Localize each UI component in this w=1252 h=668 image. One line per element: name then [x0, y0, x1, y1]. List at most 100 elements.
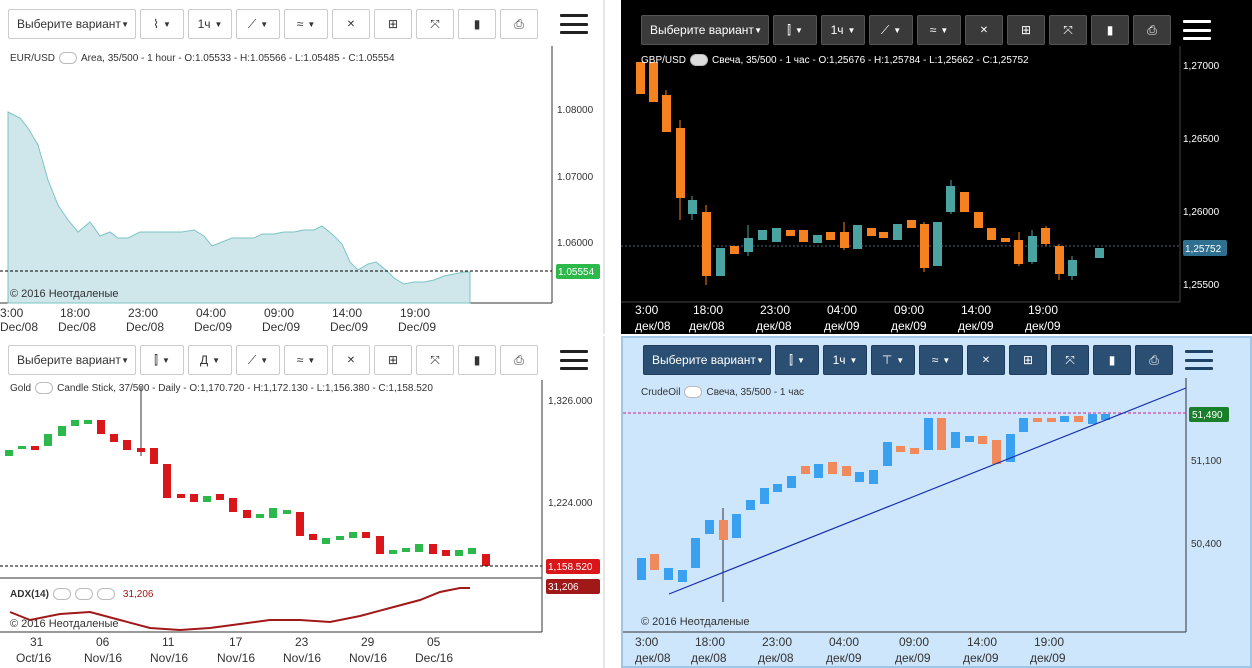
clear-all-button[interactable]: ✕	[965, 15, 1003, 45]
svg-text:31,206: 31,206	[548, 582, 579, 593]
svg-text:1.05554: 1.05554	[558, 267, 595, 278]
draw-line-button[interactable]: ⟋ ▼	[236, 345, 280, 375]
caret-down-icon: ▼	[756, 355, 764, 365]
clear-all-icon: ✕	[346, 18, 356, 30]
svg-text:11: 11	[162, 635, 175, 649]
area-series	[7, 111, 471, 304]
svg-text:1.07000: 1.07000	[557, 172, 594, 183]
interval-button[interactable]: 1ч ▼	[823, 345, 867, 375]
candles	[5, 386, 490, 566]
chart-type-icon: ⌇	[153, 17, 159, 31]
svg-text:19:00: 19:00	[1028, 303, 1058, 317]
print-button[interactable]: ⎙	[1135, 345, 1173, 375]
variant-select[interactable]: Выберите вариант ▼	[8, 345, 136, 375]
indicator-button[interactable]: ≈ ▼	[284, 9, 328, 39]
chart-type-button[interactable]: ⫿ ▼	[773, 15, 817, 45]
visibility-toggle[interactable]	[690, 54, 709, 66]
print-icon: ⎙	[514, 16, 524, 31]
chart-title: CrudeOil Свеча, 35/500 - 1 час	[641, 386, 805, 398]
clear-all-button[interactable]: ✕	[332, 9, 370, 39]
svg-text:17: 17	[229, 635, 243, 649]
svg-text:дек/08: дек/08	[635, 319, 671, 333]
fullscreen-button[interactable]: ⤧	[416, 345, 454, 375]
adx-toggle-3[interactable]	[96, 588, 115, 600]
bars-icon: ▮	[1106, 23, 1114, 37]
svg-text:1,26500: 1,26500	[1183, 134, 1220, 145]
interval-button[interactable]: 1ч ▼	[188, 9, 232, 39]
clear-all-button[interactable]: ✕	[332, 345, 370, 375]
print-button[interactable]: ⎙	[1133, 15, 1171, 45]
layout-grid-icon: ⊞	[387, 17, 399, 31]
svg-text:19:00: 19:00	[400, 306, 430, 320]
svg-text:дек/08: дек/08	[756, 319, 792, 333]
indicator-button[interactable]: ≈ ▼	[919, 345, 963, 375]
layout-grid-button[interactable]: ⊞	[1009, 345, 1047, 375]
svg-text:Nov/16: Nov/16	[349, 651, 387, 665]
svg-text:1,25500: 1,25500	[1183, 280, 1220, 291]
visibility-toggle[interactable]	[684, 386, 703, 398]
variant-select[interactable]: Выберите вариант ▼	[643, 345, 771, 375]
bars-button[interactable]: ▮	[458, 345, 496, 375]
menu-icon[interactable]	[556, 9, 592, 39]
svg-text:29: 29	[361, 635, 375, 649]
crudeoil-chart-svg: 51,490 51,100 50,400 3:00 дек/08 18:00 дек…	[623, 378, 1229, 665]
chart-title: Gold Candle Stick, 37/500 - Daily - O:1,1…	[10, 382, 433, 394]
indicator-button[interactable]: ≈ ▼	[917, 15, 961, 45]
menu-icon[interactable]	[556, 345, 592, 375]
variant-select[interactable]: Выберите вариант ▼	[641, 15, 769, 45]
clear-all-icon: ✕	[979, 24, 989, 36]
chart-type-button[interactable]: ⫿ ▼	[775, 345, 819, 375]
svg-text:дек/08: дек/08	[689, 319, 725, 333]
svg-text:23:00: 23:00	[762, 635, 792, 649]
chart-title: GBP/USD Свеча, 35/500 - 1 час - O:1,25676…	[641, 54, 1029, 66]
svg-text:дек/09: дек/09	[1030, 651, 1066, 665]
bars-button[interactable]: ▮	[458, 9, 496, 39]
chart-type-button[interactable]: ⌇ ▼	[140, 9, 184, 39]
draw-line-button[interactable]: ⟋ ▼	[869, 15, 913, 45]
svg-text:Nov/16: Nov/16	[150, 651, 188, 665]
draw-line-button[interactable]: ⟋ ▼	[236, 9, 280, 39]
layout-grid-button[interactable]: ⊞	[374, 345, 412, 375]
svg-text:Dec/08: Dec/08	[0, 320, 38, 334]
indicator-icon: ≈	[929, 23, 937, 37]
adx-toggle-2[interactable]	[74, 588, 93, 600]
svg-text:дек/09: дек/09	[826, 651, 862, 665]
svg-text:Dec/09: Dec/09	[330, 320, 368, 334]
fullscreen-icon: ⤧	[430, 352, 440, 367]
svg-text:50,400: 50,400	[1191, 539, 1222, 550]
print-button[interactable]: ⎙	[500, 9, 538, 39]
caret-down-icon: ▼	[121, 19, 129, 29]
interval-button[interactable]: Д ▼	[188, 345, 232, 375]
clear-all-icon: ✕	[346, 354, 356, 366]
indicator-icon: ≈	[931, 353, 939, 367]
interval-button[interactable]: 1ч ▼	[821, 15, 865, 45]
print-button[interactable]: ⎙	[500, 345, 538, 375]
svg-text:04:00: 04:00	[196, 306, 226, 320]
fullscreen-button[interactable]: ⤧	[1051, 345, 1089, 375]
visibility-toggle[interactable]	[35, 382, 54, 394]
fullscreen-button[interactable]: ⤧	[1049, 15, 1087, 45]
layout-grid-button[interactable]: ⊞	[1007, 15, 1045, 45]
variant-select[interactable]: Выберите вариант ▼	[8, 9, 136, 39]
svg-text:дек/08: дек/08	[635, 651, 671, 665]
svg-text:31: 31	[30, 635, 44, 649]
indicator-button[interactable]: ≈ ▼	[284, 345, 328, 375]
clear-all-button[interactable]: ✕	[967, 345, 1005, 375]
bars-button[interactable]: ▮	[1091, 15, 1129, 45]
visibility-toggle[interactable]	[59, 52, 78, 64]
menu-icon[interactable]	[1179, 15, 1215, 45]
draw-line-button[interactable]: ⊤ ▼	[871, 345, 915, 375]
bars-button[interactable]: ▮	[1093, 345, 1131, 375]
chart-panel-gold: 1,158.520 31,206 1,326.000 1,224.000 31 O…	[0, 336, 618, 668]
caret-down-icon: ▼	[754, 25, 762, 35]
copyright: © 2016 Неотдаленые	[10, 288, 119, 300]
svg-text:Nov/16: Nov/16	[217, 651, 255, 665]
adx-toggle[interactable]	[52, 588, 71, 600]
menu-icon[interactable]	[1181, 345, 1217, 375]
svg-text:Dec/09: Dec/09	[194, 320, 232, 334]
chart-type-button[interactable]: ⫿ ▼	[140, 345, 184, 375]
layout-grid-button[interactable]: ⊞	[374, 9, 412, 39]
svg-text:23:00: 23:00	[128, 306, 158, 320]
fullscreen-button[interactable]: ⤧	[416, 9, 454, 39]
svg-text:дек/09: дек/09	[891, 319, 927, 333]
